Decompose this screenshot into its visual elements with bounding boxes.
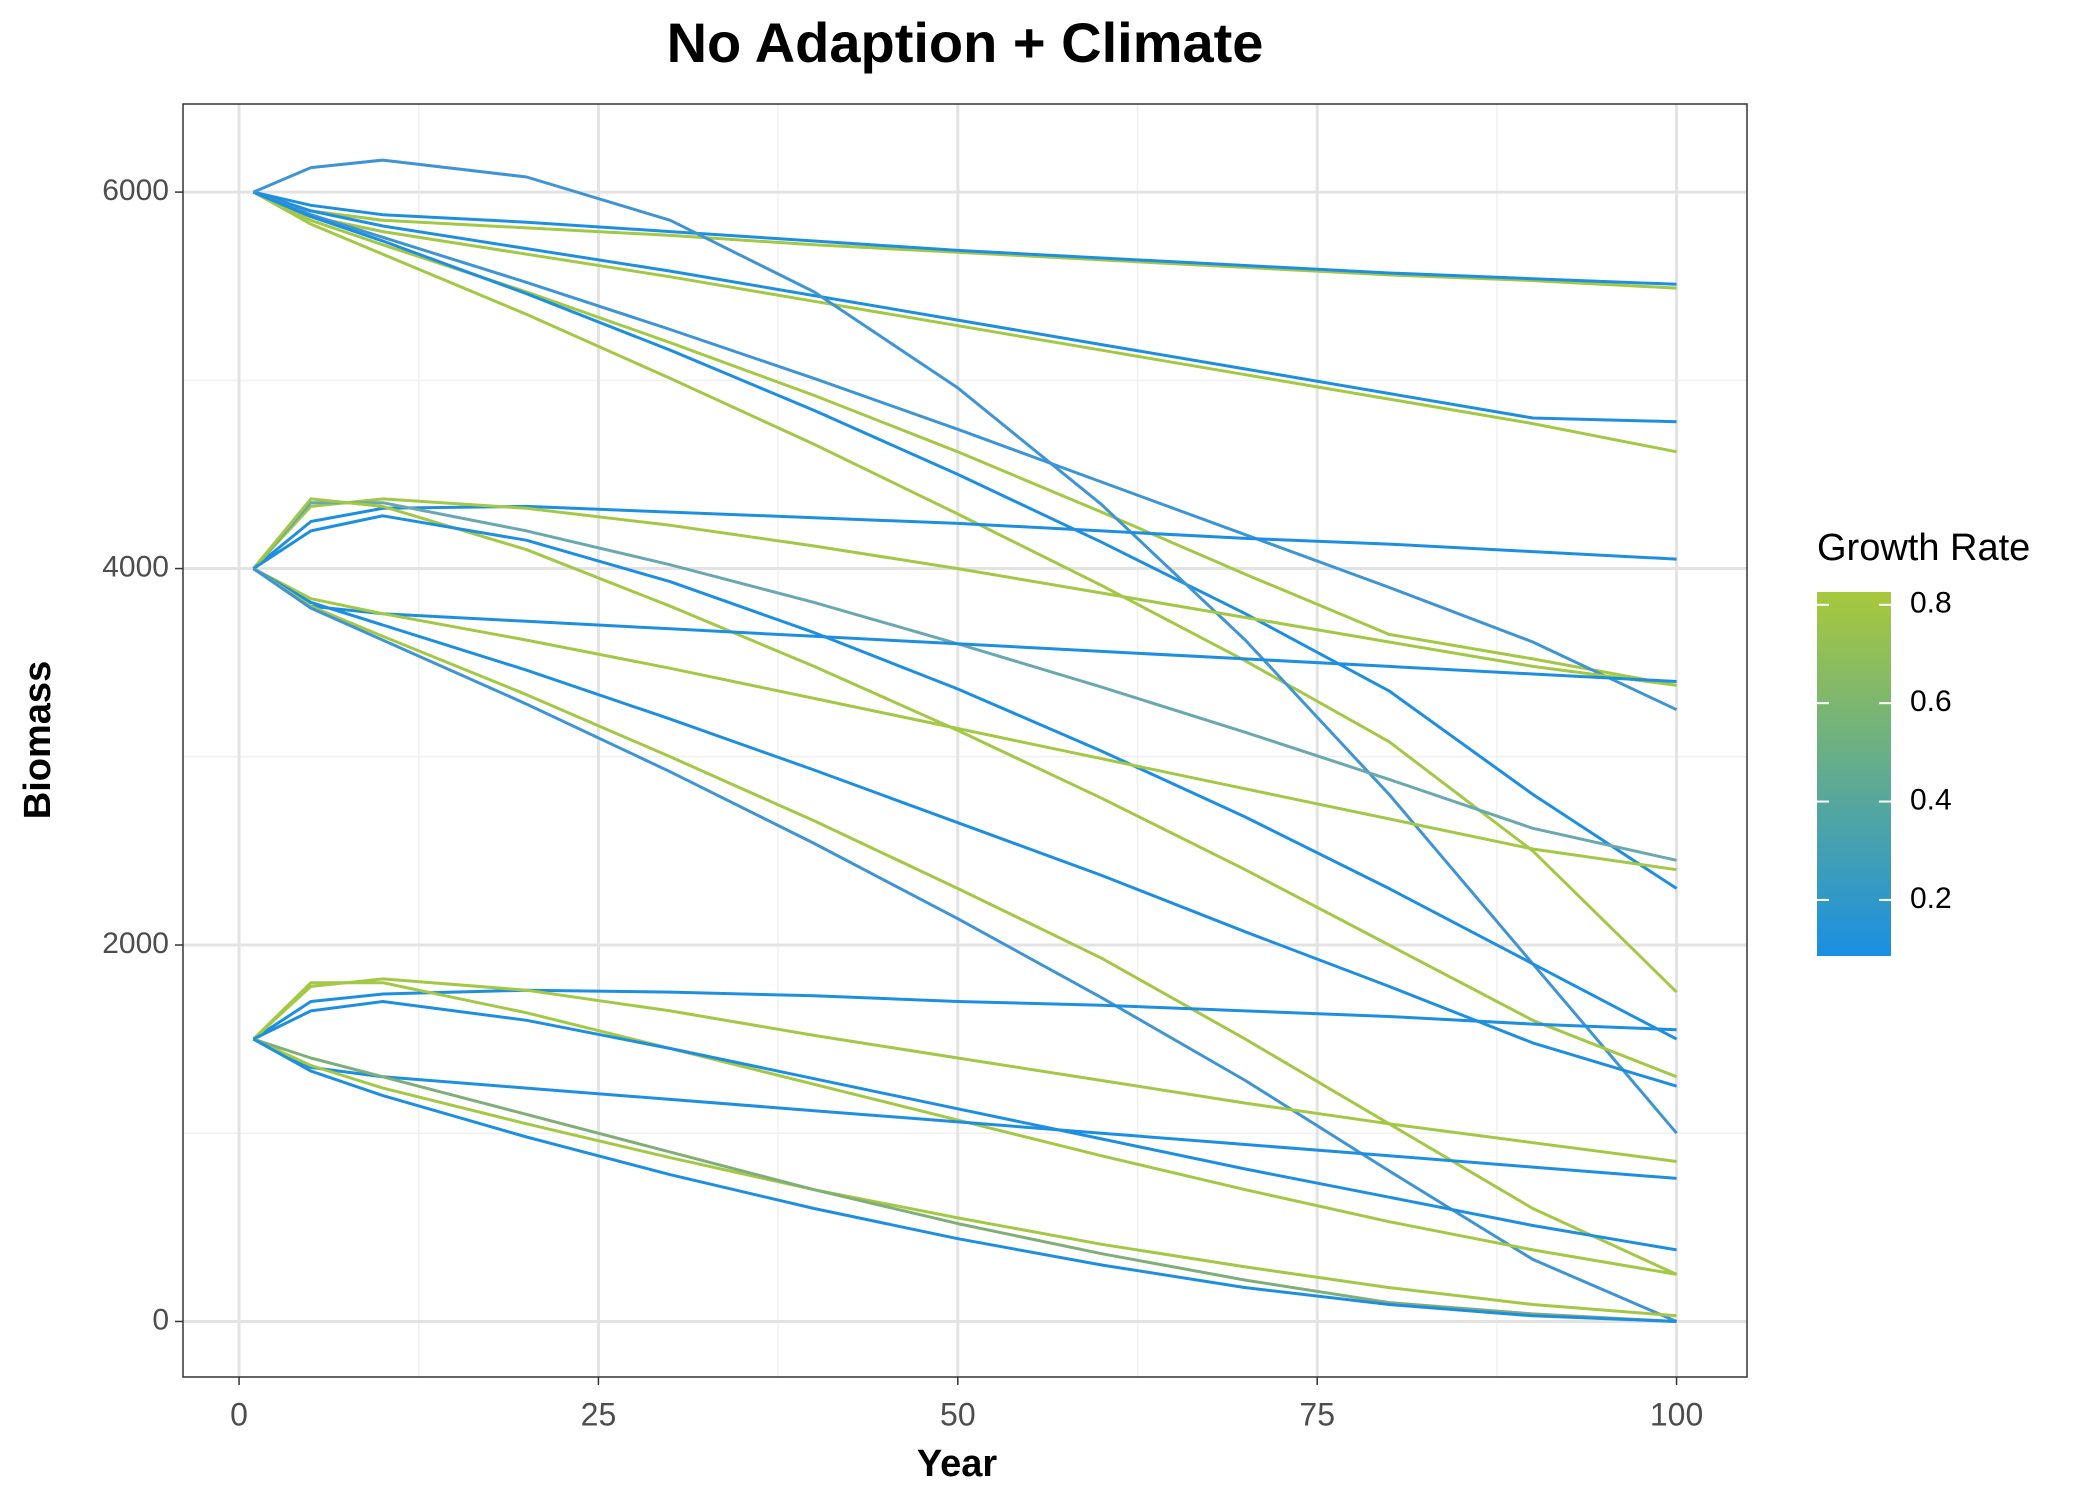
series-line <box>252 567 1678 1088</box>
series-line <box>252 190 1677 454</box>
series-line <box>252 567 1678 1276</box>
x-tick-label: 50 <box>940 1396 976 1432</box>
x-tick-label: 75 <box>1299 1396 1335 1432</box>
series-line <box>252 504 1677 570</box>
colorbar-tick-label: 0.2 <box>1910 882 1952 915</box>
series-line <box>252 567 1678 1323</box>
y-axis-title: Biomass <box>17 661 59 819</box>
series-line <box>252 190 1677 424</box>
x-axis-title: Year <box>917 1443 998 1485</box>
series-line <box>252 190 1677 687</box>
series-line <box>252 190 1678 994</box>
series-line <box>252 988 1677 1041</box>
y-tick-label: 4000 <box>102 550 169 583</box>
series-line <box>252 1037 1677 1323</box>
series-line <box>252 1000 1677 1252</box>
series-line <box>253 190 1677 286</box>
colorbar-tick-label: 0.8 <box>1910 587 1952 620</box>
colorbar <box>1817 592 1891 956</box>
x-tick-label: 100 <box>1650 1396 1703 1432</box>
panel-border <box>182 103 1748 1378</box>
series-line <box>252 514 1678 1041</box>
series-line <box>252 1037 1677 1180</box>
chart-title: No Adaption + Climate <box>667 11 1264 74</box>
series-line <box>252 497 1677 687</box>
series-line <box>252 567 1677 683</box>
series-line <box>252 1037 1677 1323</box>
y-tick-label: 0 <box>152 1303 169 1336</box>
colorbar-title: Growth Rate <box>1817 527 2030 569</box>
x-tick-label: 25 <box>581 1396 617 1432</box>
series-line <box>252 501 1677 862</box>
series-line <box>252 977 1677 1163</box>
colorbar-tick-label: 0.4 <box>1910 783 1952 816</box>
y-tick-label: 6000 <box>102 174 169 207</box>
y-tick-label: 2000 <box>102 927 169 960</box>
series-line <box>252 497 1678 1079</box>
series-line <box>252 190 1677 290</box>
series-line <box>252 981 1677 1276</box>
series-line <box>252 1037 1677 1318</box>
colorbar-tick-label: 0.6 <box>1910 685 1952 718</box>
series-line <box>252 190 1678 890</box>
series-line <box>252 190 1678 712</box>
x-tick-label: 0 <box>230 1396 248 1432</box>
series-line <box>252 567 1677 872</box>
